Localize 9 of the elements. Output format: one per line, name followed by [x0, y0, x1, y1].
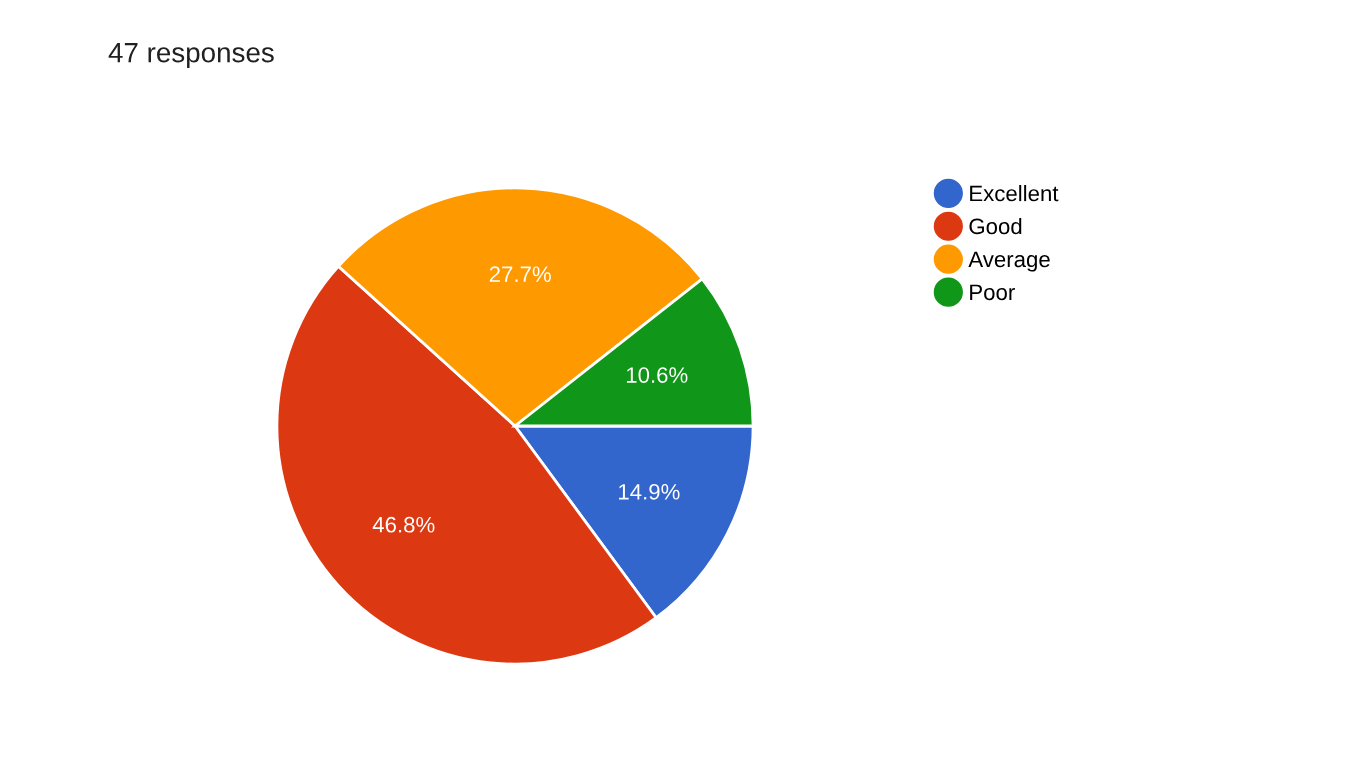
chart-title: 47 responses	[108, 43, 274, 68]
data-label: 27.7%	[489, 266, 551, 282]
data-label: 14.9%	[619, 483, 680, 500]
legend-label: Average	[968, 251, 1050, 272]
legend-label: Good	[969, 217, 1022, 235]
legend-label: Poor	[970, 284, 1015, 301]
legend-label: Excellent	[970, 185, 1059, 202]
data-label: 10.6%	[626, 367, 688, 383]
data-label: 46.8%	[372, 516, 435, 533]
